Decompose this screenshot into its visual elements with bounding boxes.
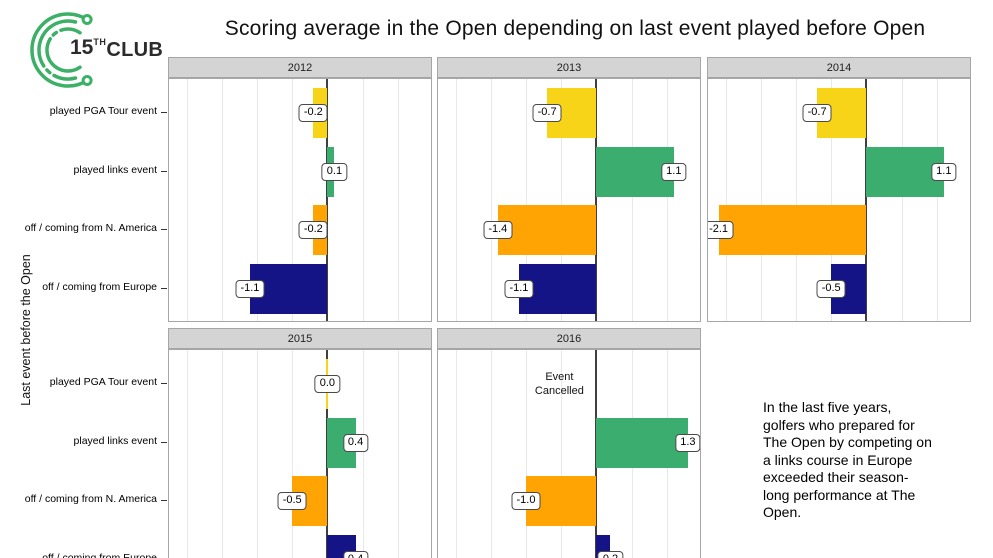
zero-axis-line — [595, 79, 598, 321]
gridline — [760, 79, 762, 321]
gridline — [362, 79, 364, 321]
bar-value-label: -0.5 — [816, 280, 846, 299]
gridline — [561, 79, 563, 321]
y-axis-tick — [161, 383, 167, 384]
gridline — [221, 79, 223, 321]
y-axis-tick — [161, 112, 167, 113]
bar-2016-1 — [596, 417, 688, 468]
gridline — [526, 79, 527, 321]
facet-header-2016: 2016 — [437, 328, 701, 349]
bar-value-label: -0.7 — [532, 104, 562, 122]
gridline — [362, 350, 364, 558]
bar-value-label: -1.0 — [511, 492, 541, 511]
plot-area-2015: 0.0 0.4 -0.5 0.4 — [168, 349, 432, 558]
gridline — [490, 79, 492, 321]
gridline — [561, 350, 563, 558]
gridline — [666, 79, 668, 321]
bar-value-label: 0.4 — [342, 433, 369, 452]
gridline — [901, 79, 903, 321]
gridline — [186, 350, 188, 558]
category-label: played links event — [73, 434, 157, 447]
gridline — [257, 79, 258, 321]
plot-area-2016: 1.3 -1.0 0.2 Event Cancelled — [437, 349, 701, 558]
bar-value-label: -0.7 — [802, 104, 832, 122]
facet-header-2014: 2014 — [707, 57, 971, 78]
gridline — [257, 350, 258, 558]
gridline — [186, 79, 188, 321]
facet-header-2015: 2015 — [168, 328, 432, 349]
annotation-text: In the last five years, golfers who prep… — [763, 399, 932, 520]
bar-value-label: -1.1 — [235, 280, 265, 299]
gridline — [490, 350, 492, 558]
facet-header-2012: 2012 — [168, 57, 432, 78]
bar-value-label: -2.1 — [708, 221, 734, 240]
bar-value-label: 0.0 — [314, 375, 341, 393]
plot-area-2014: -0.7 1.1 -2.1 -0.5 — [707, 78, 971, 322]
bar-2013-2 — [497, 205, 597, 256]
bar-value-label: -0.5 — [277, 492, 307, 511]
category-label: off / coming from N. America — [24, 222, 157, 235]
note-event-cancelled: Event Cancelled — [534, 371, 584, 397]
bar-value-label: -1.4 — [483, 221, 513, 240]
y-axis-tick — [161, 229, 167, 231]
plot-area-2013: -0.7 1.1 -1.4 -1.1 — [437, 78, 701, 322]
bar-value-label: -0.2 — [298, 104, 328, 122]
gridline — [292, 350, 294, 558]
category-label: off / coming from Europe — [0, 552, 157, 558]
bar-value-label: 1.1 — [931, 162, 957, 181]
logo-number: 15 — [70, 36, 94, 59]
gridline — [455, 79, 457, 321]
gridline — [397, 350, 399, 558]
gridline — [725, 79, 727, 321]
logo-suffix: TH — [93, 37, 107, 47]
category-label: played PGA Tour event — [49, 376, 157, 388]
chart-title: Scoring average in the Open depending on… — [224, 17, 926, 40]
zero-axis-line — [326, 79, 329, 321]
gridline — [397, 79, 399, 321]
gridline — [526, 350, 527, 558]
gridline — [455, 350, 457, 558]
facet-header-2013: 2013 — [437, 57, 701, 78]
bar-2014-1 — [866, 146, 944, 197]
y-axis-tick — [161, 441, 167, 443]
bar-2013-1 — [596, 146, 674, 197]
category-label: off / coming from Europe — [42, 281, 157, 294]
y-axis-tick — [161, 288, 167, 290]
gridline — [221, 350, 223, 558]
bar-value-label: 1.1 — [661, 162, 687, 181]
bar-value-label: 0.1 — [321, 162, 348, 181]
gridline — [631, 79, 633, 321]
y-axis-tick — [161, 500, 167, 502]
logo-text: 15THCLUB — [70, 36, 164, 61]
zero-axis-line — [865, 79, 868, 321]
logo-word: CLUB — [106, 39, 164, 61]
bar-value-label: -1.1 — [504, 280, 534, 299]
category-label: off / coming from N. America — [24, 493, 157, 506]
y-axis-tick — [161, 170, 167, 172]
plot-area-2012: -0.2 0.1 -0.2 -1.1 — [168, 78, 432, 322]
gridline — [831, 79, 833, 321]
gridline — [292, 79, 294, 321]
category-label: played PGA Tour event — [49, 105, 157, 117]
bar-2014-2 — [718, 205, 867, 256]
fifteenth-club-logo: 15THCLUB — [20, 8, 163, 90]
category-label: played links event — [73, 163, 157, 176]
logo-arcs-icon — [30, 12, 93, 88]
bar-value-label: 0.4 — [342, 551, 369, 558]
gridline — [936, 79, 938, 321]
bar-value-label: 1.3 — [675, 433, 700, 452]
bar-value-label: -0.2 — [298, 221, 328, 240]
bar-value-label: 0.2 — [597, 551, 624, 558]
gridline — [796, 79, 797, 321]
